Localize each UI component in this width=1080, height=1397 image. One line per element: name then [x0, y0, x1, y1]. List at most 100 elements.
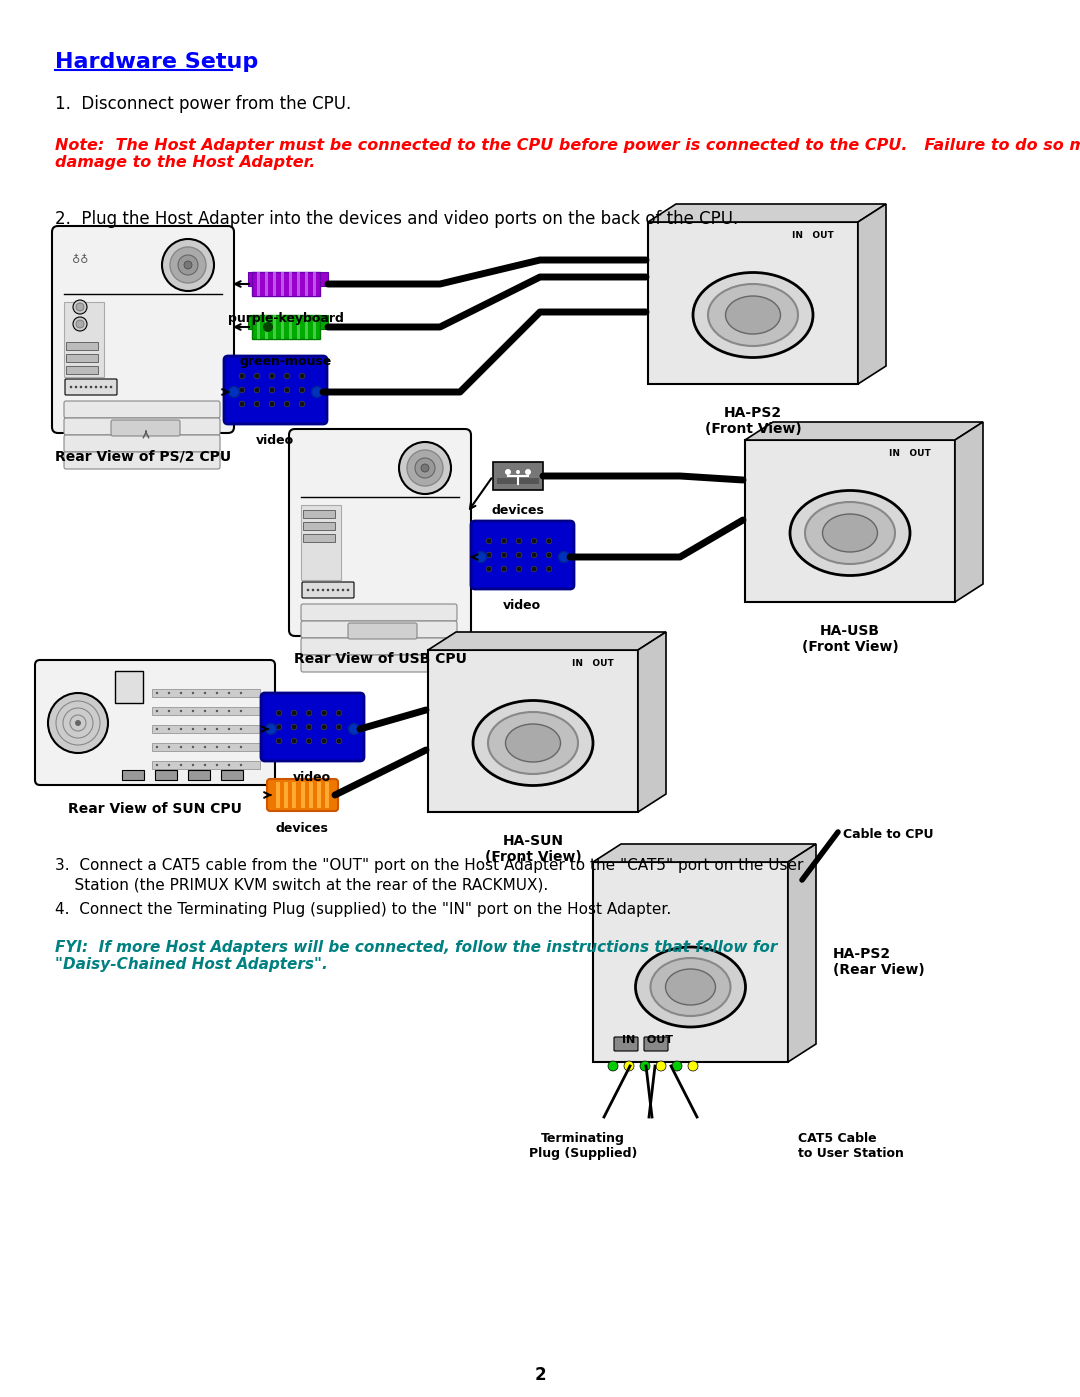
- Text: Note:  The Host Adapter must be connected to the CPU before power is connected t: Note: The Host Adapter must be connected…: [55, 138, 1080, 170]
- FancyBboxPatch shape: [64, 418, 220, 434]
- Bar: [252, 272, 320, 296]
- Circle shape: [75, 719, 81, 726]
- Text: Terminating
Plug (Supplied): Terminating Plug (Supplied): [529, 1132, 637, 1160]
- Circle shape: [349, 724, 360, 735]
- Circle shape: [546, 566, 552, 571]
- Ellipse shape: [823, 514, 877, 552]
- Circle shape: [179, 710, 183, 712]
- Bar: [64, 302, 104, 377]
- Bar: [156, 770, 177, 780]
- Circle shape: [307, 588, 309, 591]
- Circle shape: [204, 692, 206, 694]
- Circle shape: [239, 387, 245, 393]
- Bar: [320, 272, 328, 286]
- Circle shape: [421, 464, 429, 472]
- Circle shape: [321, 738, 327, 743]
- Bar: [288, 314, 292, 339]
- Circle shape: [228, 728, 230, 731]
- Text: Station (the PRIMUX KVM switch at the rear of the RACKMUX).: Station (the PRIMUX KVM switch at the re…: [55, 877, 549, 893]
- Polygon shape: [648, 204, 886, 222]
- Bar: [152, 725, 260, 733]
- Circle shape: [558, 552, 569, 563]
- Polygon shape: [788, 844, 816, 1062]
- Circle shape: [240, 710, 242, 712]
- Circle shape: [156, 692, 158, 694]
- Bar: [288, 272, 292, 296]
- Circle shape: [672, 1060, 681, 1071]
- Circle shape: [80, 386, 82, 388]
- Circle shape: [321, 710, 327, 715]
- Text: FYI:  If more Host Adapters will be connected, follow the instructions that foll: FYI: If more Host Adapters will be conne…: [55, 940, 778, 972]
- Bar: [276, 782, 280, 807]
- Circle shape: [76, 320, 84, 328]
- Circle shape: [336, 710, 341, 715]
- Circle shape: [240, 746, 242, 749]
- Text: IN   OUT: IN OUT: [889, 450, 931, 458]
- Ellipse shape: [650, 958, 730, 1016]
- Bar: [152, 743, 260, 752]
- Circle shape: [307, 738, 312, 743]
- FancyBboxPatch shape: [301, 638, 457, 655]
- Bar: [320, 314, 328, 330]
- Bar: [293, 782, 296, 807]
- Circle shape: [179, 692, 183, 694]
- Circle shape: [322, 588, 324, 591]
- Bar: [66, 353, 98, 362]
- Text: 1.  Disconnect power from the CPU.: 1. Disconnect power from the CPU.: [55, 95, 351, 113]
- Circle shape: [299, 373, 305, 379]
- Circle shape: [407, 450, 443, 486]
- Bar: [188, 770, 210, 780]
- Circle shape: [307, 724, 312, 729]
- Circle shape: [95, 386, 97, 388]
- Circle shape: [269, 401, 274, 407]
- Circle shape: [239, 373, 245, 379]
- Text: IN   OUT: IN OUT: [622, 1035, 674, 1045]
- Circle shape: [192, 728, 194, 731]
- Circle shape: [516, 538, 522, 543]
- Circle shape: [204, 746, 206, 749]
- Circle shape: [48, 693, 108, 753]
- Circle shape: [192, 764, 194, 766]
- FancyBboxPatch shape: [301, 622, 457, 638]
- Circle shape: [347, 588, 349, 591]
- Circle shape: [546, 538, 552, 543]
- Polygon shape: [955, 422, 983, 602]
- Polygon shape: [593, 844, 816, 862]
- Circle shape: [531, 538, 537, 543]
- Bar: [745, 440, 955, 602]
- Circle shape: [546, 552, 552, 557]
- Bar: [257, 314, 259, 339]
- Circle shape: [264, 321, 273, 332]
- Circle shape: [336, 724, 341, 729]
- Circle shape: [228, 746, 230, 749]
- Bar: [284, 782, 288, 807]
- Circle shape: [76, 303, 84, 312]
- Circle shape: [167, 764, 171, 766]
- Text: video: video: [293, 771, 332, 784]
- FancyBboxPatch shape: [302, 583, 354, 598]
- Circle shape: [240, 764, 242, 766]
- Circle shape: [204, 710, 206, 712]
- Circle shape: [192, 692, 194, 694]
- FancyBboxPatch shape: [52, 226, 234, 433]
- Ellipse shape: [708, 284, 798, 346]
- Circle shape: [73, 317, 87, 331]
- Bar: [248, 272, 256, 286]
- Ellipse shape: [665, 970, 715, 1004]
- Circle shape: [192, 746, 194, 749]
- Circle shape: [240, 728, 242, 731]
- Bar: [309, 782, 313, 807]
- Bar: [316, 782, 321, 807]
- FancyBboxPatch shape: [65, 379, 117, 395]
- Bar: [221, 770, 243, 780]
- FancyBboxPatch shape: [644, 1037, 669, 1051]
- Text: video: video: [503, 599, 541, 612]
- Ellipse shape: [488, 712, 578, 774]
- Circle shape: [656, 1060, 666, 1071]
- Bar: [497, 478, 539, 483]
- Circle shape: [179, 746, 183, 749]
- Circle shape: [192, 710, 194, 712]
- Circle shape: [475, 552, 486, 563]
- Bar: [492, 462, 543, 490]
- Circle shape: [516, 566, 522, 571]
